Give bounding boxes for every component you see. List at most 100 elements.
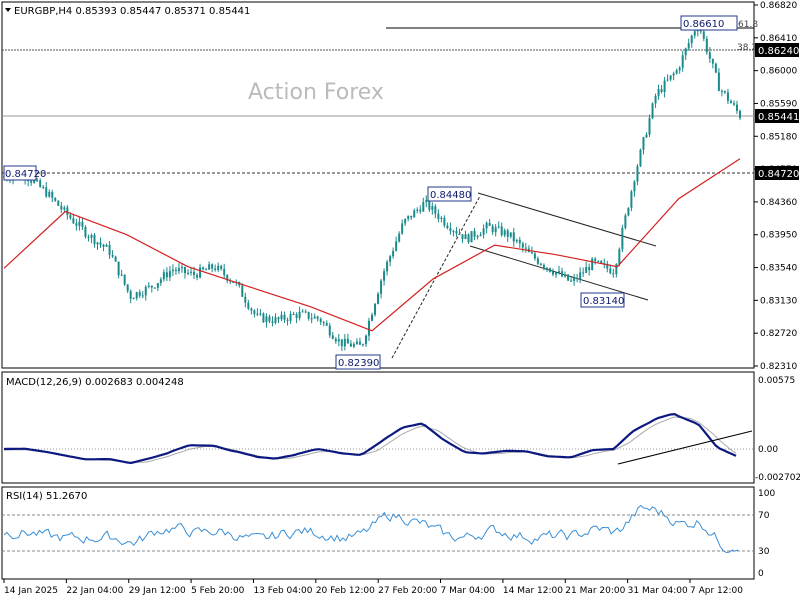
candle-body [449,228,452,232]
candle-body [214,268,217,270]
rsi-tick-70: 70 [758,511,770,521]
candle-body [177,268,180,271]
candle-body [530,252,533,254]
candle-body [180,267,183,269]
candle-body [588,267,591,271]
time-tick-label: 21 Mar 20:00 [565,586,625,596]
time-tick-label: 7 Apr 12:00 [690,586,743,596]
candle-body [295,314,298,318]
candle-body [259,313,262,315]
candle-body [624,215,627,228]
candle-body [386,261,389,272]
price-tag-support-text: 0.84720 [758,169,799,180]
candle-body [374,303,377,315]
candle-body [331,335,334,339]
candle-body [313,316,316,319]
candle-body [591,258,594,271]
candle-body [159,279,162,284]
candle-body [488,222,491,226]
candle-body [392,250,395,257]
candle-body [286,319,289,321]
candle-body [129,291,132,299]
candle-body [346,338,349,344]
candle-body [678,67,681,71]
candle-body [564,274,567,277]
candle-body [422,202,425,212]
candle-body [60,205,63,210]
candle-body [364,335,367,345]
dropdown-arrow-icon[interactable] [5,8,11,12]
candle-body [190,271,193,273]
candle-body [132,298,135,300]
candle-body [268,316,271,322]
candle-body [367,320,370,336]
macd-line [3,412,737,465]
candle-body [672,73,675,76]
candle-body [545,267,548,269]
candle-body [274,317,277,323]
candle-body [126,284,129,292]
candle-body [491,225,494,233]
candle-body [111,254,114,257]
time-tick-label: 22 Jan 04:00 [66,586,123,596]
candle-body [579,272,582,280]
candle-body [509,232,512,237]
candle-body [398,233,401,242]
candle-body [277,317,280,320]
fib-382-label: 38.2 [737,43,757,53]
candle-body [135,292,138,299]
candle-body [582,272,585,274]
candle-body [503,230,506,236]
candle-body [413,210,416,218]
time-axis: 14 Jan 2025 22 Jan 04:00 29 Jan 12:00 5 Feb… [3,579,743,596]
candle-body [723,90,726,93]
candle-body [410,215,413,218]
candle-body [404,218,407,224]
time-tick-label: 20 Feb 12:00 [316,586,375,596]
candle-body [87,236,90,238]
macd-tick-zero: 0.00 [758,445,778,455]
candle-body [425,199,428,203]
rsi-tick-0: 0 [758,569,764,579]
candle-body [36,180,39,182]
candle-body [205,269,208,271]
candle-body [265,316,268,323]
candle-body [428,199,431,210]
candle-body [283,314,286,320]
candle-body [220,265,223,269]
candle-body [253,310,256,315]
candle-body [45,187,48,197]
candle-body [289,314,292,321]
candle-body [301,311,304,313]
candle-body [615,264,618,275]
candle-body [690,35,693,44]
price-tag-current: 0.85441 [755,109,799,123]
candle-body [708,52,711,59]
symbol-header-text: EURGBP,H4 0.85393 0.85447 0.85371 0.8544… [14,6,250,17]
candle-body [138,292,141,296]
candle-body [720,90,723,92]
candle-body [325,323,328,326]
price-tag-resistance-text: 0.86240 [758,46,799,57]
label-major-low: 0.82390 [338,358,379,369]
candle-body [533,253,536,259]
candle-body [512,232,515,242]
candle-body [597,260,600,262]
candle-body [702,31,705,39]
candle-body [606,263,609,269]
label-support-left: 0.84720 [5,169,46,180]
candle-body [594,258,597,261]
candle-body [732,103,735,105]
candle-body [687,43,690,49]
candle-body [669,75,672,80]
price-tag-current-text: 0.85441 [758,112,799,123]
candle-body [621,227,624,250]
candle-body [573,277,576,281]
candle-body [380,280,383,294]
label-channel-high: 0.84480 [430,190,471,201]
symbol-header: EURGBP,H4 0.85393 0.85447 0.85371 0.8544… [5,6,250,17]
candle-body [217,265,220,270]
candle-body [241,285,244,297]
candle-body [123,274,126,285]
